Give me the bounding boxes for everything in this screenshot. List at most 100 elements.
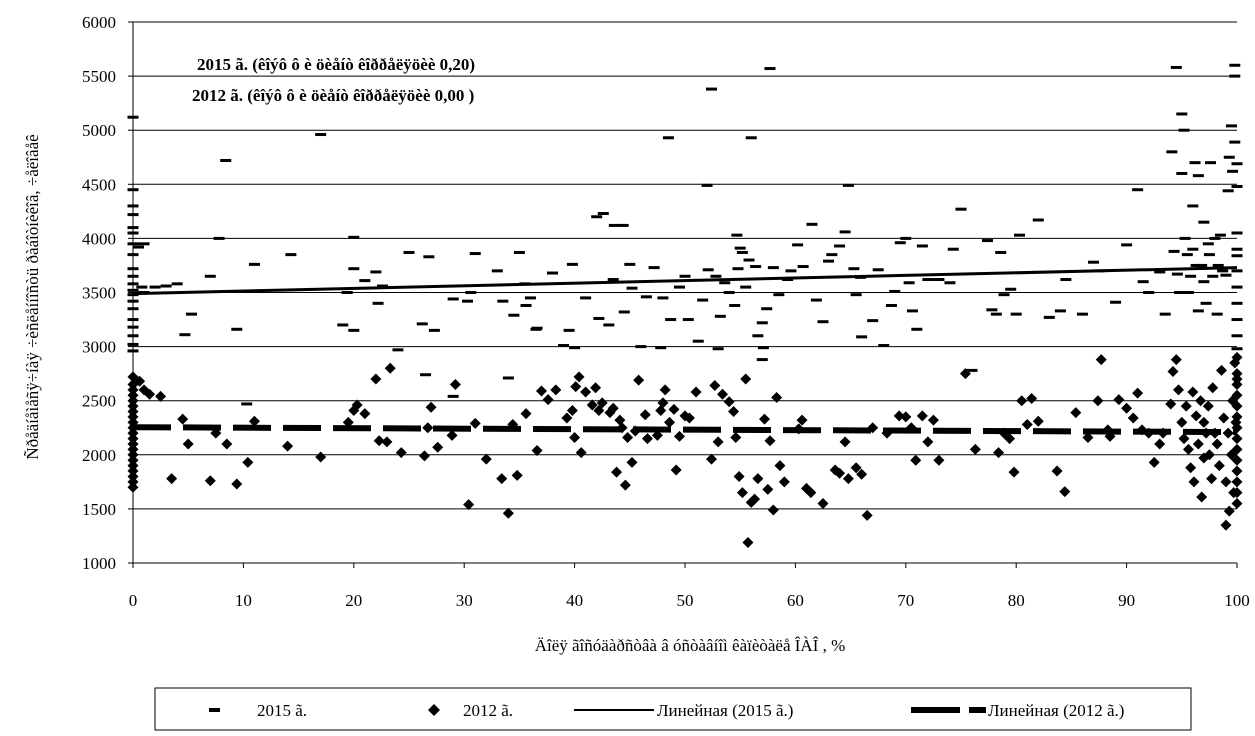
data-point-2012: [778, 476, 790, 488]
data-point-2012: [144, 388, 156, 400]
data-point-2015: [673, 285, 685, 289]
data-point-2015: [416, 322, 428, 326]
data-point-2015: [337, 323, 349, 327]
data-point-2015: [719, 281, 731, 285]
data-point-2015: [1198, 280, 1210, 284]
x-axis-title: Äîëÿ ãîñóäàðñòâà â óñòàâíîì êàïèòàëå ÎÀÎ…: [535, 636, 846, 655]
data-point-2012: [1170, 354, 1182, 366]
data-point-2015: [894, 241, 906, 245]
data-point-2012: [1185, 462, 1197, 474]
data-point-2015: [657, 296, 669, 300]
data-point-2012: [959, 368, 971, 380]
data-point-2015: [1179, 236, 1191, 240]
data-point-2015: [1187, 204, 1199, 208]
data-point-2015: [911, 327, 923, 331]
data-point-2015: [806, 222, 818, 226]
data-point-2015: [995, 250, 1007, 254]
data-point-2012: [619, 479, 631, 491]
data-point-2012: [1231, 443, 1243, 455]
y-tick-label: 2500: [82, 392, 116, 411]
data-point-2012: [842, 473, 854, 485]
data-point-2012: [749, 493, 761, 505]
data-point-2012: [664, 416, 676, 428]
data-point-2012: [351, 399, 363, 411]
data-point-2012: [900, 411, 912, 423]
data-point-2012: [242, 456, 254, 468]
data-point-2012: [1231, 476, 1243, 488]
data-point-2015: [580, 296, 592, 300]
data-point-2015: [797, 265, 809, 269]
data-point-2015: [1132, 188, 1144, 192]
data-point-2012: [1196, 491, 1208, 503]
data-point-2012: [626, 456, 638, 468]
x-tick-labels: 0 10 20 30 40 50 60 70 80 90 100: [129, 591, 1250, 610]
data-point-2015: [1231, 318, 1243, 322]
data-point-2012: [463, 499, 475, 511]
data-point-2012: [817, 497, 829, 509]
data-point-2015: [842, 183, 854, 187]
data-point-2015: [1192, 309, 1204, 313]
data-point-2015: [750, 265, 762, 269]
data-point-2015: [220, 158, 232, 162]
data-point-2012: [728, 406, 740, 418]
data-point-2012: [155, 390, 167, 402]
data-point-2012: [1182, 443, 1194, 455]
data-point-2015: [1154, 270, 1166, 274]
data-point-2015: [348, 267, 360, 271]
data-point-2012: [1206, 473, 1218, 485]
data-point-2012: [1148, 456, 1160, 468]
data-point-2015: [1231, 334, 1243, 338]
data-point-2012: [709, 380, 721, 392]
data-point-2012: [717, 388, 729, 400]
x-tick-label: 50: [677, 591, 694, 610]
data-point-2015: [1231, 285, 1243, 289]
data-point-2015: [1231, 347, 1243, 351]
data-point-2015: [372, 301, 384, 305]
data-point-2015: [1229, 63, 1241, 67]
data-point-2015: [1231, 162, 1243, 166]
data-point-2015: [1223, 155, 1235, 159]
data-point-2015: [1182, 291, 1194, 294]
data-point-2012: [668, 403, 680, 415]
data-point-2015: [617, 223, 629, 227]
data-point-2012: [561, 412, 573, 424]
data-point-2012: [1220, 519, 1232, 531]
data-point-2015: [127, 274, 139, 278]
data-point-2015: [1227, 169, 1239, 173]
data-point-2015: [520, 303, 532, 307]
data-point-2015: [566, 262, 578, 266]
trend-lines: [132, 266, 1238, 436]
data-point-2015: [1010, 312, 1022, 316]
data-point-2012: [1223, 505, 1235, 517]
data-point-2015: [922, 278, 934, 282]
data-point-2015: [998, 293, 1010, 297]
data-point-2015: [127, 213, 139, 217]
data-point-2015: [1211, 312, 1223, 316]
data-point-2015: [563, 328, 575, 332]
data-point-2012: [359, 408, 371, 420]
data-point-2015: [231, 327, 243, 331]
data-point-2012: [449, 378, 461, 390]
data-point-2015: [756, 358, 768, 362]
data-point-2015: [662, 136, 674, 140]
data-point-2015: [856, 335, 868, 339]
data-point-2015: [736, 250, 748, 254]
data-point-2012: [796, 414, 808, 426]
data-point-2015: [1170, 65, 1182, 69]
data-point-2015: [447, 394, 459, 398]
data-point-2015: [1168, 249, 1180, 253]
data-point-2015: [1166, 150, 1178, 154]
data-point-2015: [981, 239, 993, 243]
data-point-2015: [127, 267, 139, 271]
legend-label: 2012 ã.: [463, 701, 513, 720]
data-point-2015: [944, 281, 956, 285]
data-point-2015: [872, 268, 884, 272]
data-point-2015: [1231, 269, 1243, 273]
data-point-2015: [127, 204, 139, 208]
data-point-2015: [315, 133, 327, 137]
data-point-2015: [705, 87, 717, 91]
data-point-2012: [520, 408, 532, 420]
data-point-2015: [1196, 263, 1208, 267]
data-point-2012: [673, 430, 685, 442]
data-point-2012: [1176, 416, 1188, 428]
